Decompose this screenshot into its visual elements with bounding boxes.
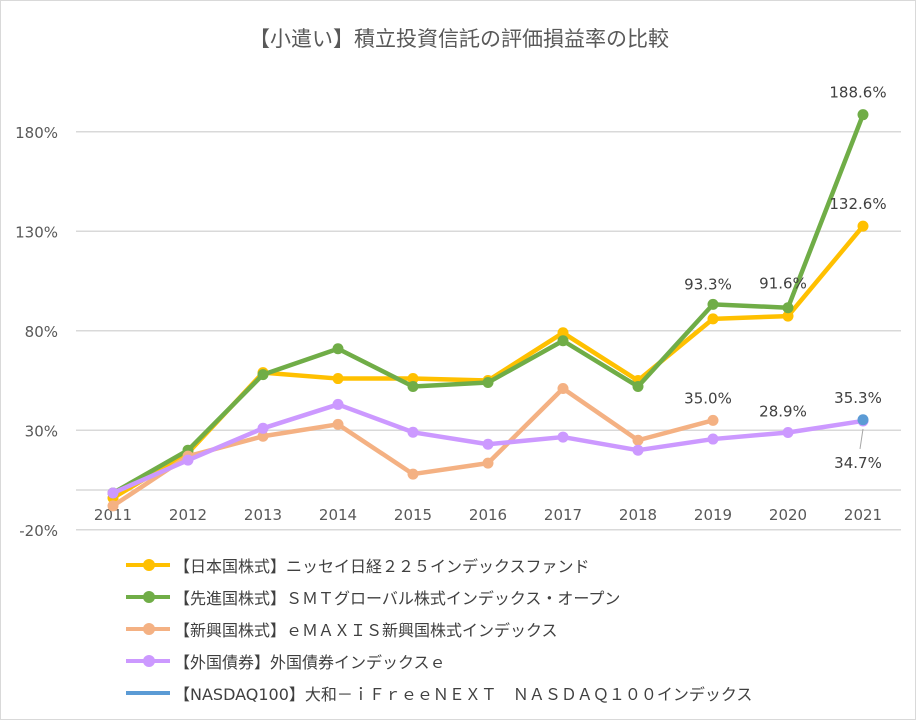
data-point: [782, 426, 794, 438]
x-tick-label: 2014: [319, 506, 357, 524]
chart-title: 【小遣い】積立投資信託の評価損益率の比較: [249, 27, 669, 51]
legend-label: 【先進国株式】ＳＭＴグローバル株式インデックス・オープン: [174, 589, 621, 608]
y-tick-label: 80%: [25, 323, 58, 341]
data-point: [332, 373, 344, 385]
data-point: [557, 431, 569, 443]
series-line: [111, 224, 865, 500]
legend-item: 【外国債券】外国債券インデックスｅ: [126, 645, 752, 677]
x-tick-label: 2011: [94, 506, 132, 524]
data-label: 28.9%: [759, 402, 807, 420]
data-point: [782, 310, 794, 322]
data-point: [707, 433, 719, 445]
x-tick-label: 2016: [469, 506, 507, 524]
data-label: 34.7%: [834, 454, 882, 472]
x-tick-label: 2020: [769, 506, 807, 524]
y-tick-label: 130%: [15, 223, 58, 241]
x-tick-label: 2017: [544, 506, 582, 524]
data-point: [407, 373, 419, 385]
data-point: [107, 500, 119, 512]
data-point: [557, 327, 569, 339]
data-point: [407, 468, 419, 480]
data-point: [632, 444, 644, 456]
data-point: [557, 383, 569, 395]
data-point: [857, 109, 869, 121]
legend-marker: [126, 623, 170, 635]
legend-label: 【新興国株式】ｅＭＡＸＩＳ新興国株式インデックス: [174, 621, 558, 640]
data-point: [107, 487, 119, 499]
y-tick-label: 180%: [15, 124, 58, 142]
data-point: [332, 343, 344, 355]
leader-line: [859, 428, 864, 450]
data-label: 93.3%: [684, 275, 732, 293]
y-tick-label: 30%: [25, 422, 58, 440]
x-tick-label: 2019: [694, 506, 732, 524]
data-point: [707, 414, 719, 426]
x-tick-label: 2013: [244, 506, 282, 524]
x-tick-label: 2015: [394, 506, 432, 524]
data-point: [707, 313, 719, 325]
legend-marker: [126, 655, 170, 667]
x-tick-label: 2018: [619, 506, 657, 524]
data-point: [257, 430, 269, 442]
data-point: [332, 398, 344, 410]
data-point: [407, 426, 419, 438]
legend-label: 【外国債券】外国債券インデックスｅ: [174, 653, 446, 672]
data-point: [482, 457, 494, 469]
legend-label: 【日本国株式】ニッセイ日経２２５インデックスファンド: [174, 557, 590, 576]
legend-label: 【NASDAQ100】大和－ｉＦｒｅｅＮＥＸＴ ＮＡＳＤＡＱ１００インデックス: [174, 685, 753, 704]
data-point: [407, 381, 419, 393]
legend-item: 【NASDAQ100】大和－ｉＦｒｅｅＮＥＸＴ ＮＡＳＤＡＱ１００インデックス: [126, 677, 752, 709]
data-point: [782, 302, 794, 314]
legend: 【日本国株式】ニッセイ日経２２５インデックスファンド 【先進国株式】ＳＭＴグロー…: [126, 549, 752, 709]
legend-item: 【日本国株式】ニッセイ日経２２５インデックスファンド: [126, 549, 752, 581]
data-point: [482, 377, 494, 389]
data-point: [257, 369, 269, 381]
data-label: 188.6%: [829, 84, 886, 102]
legend-item: 【先進国株式】ＳＭＴグローバル株式インデックス・オープン: [126, 581, 752, 613]
x-tick-label: 2021: [844, 506, 882, 524]
legend-item: 【新興国株式】ｅＭＡＸＩＳ新興国株式インデックス: [126, 613, 752, 645]
data-point: [632, 434, 644, 446]
data-label: 132.6%: [829, 195, 886, 213]
legend-marker: [126, 591, 170, 603]
data-label: 35.0%: [684, 389, 732, 407]
data-point: [632, 381, 644, 393]
data-label: 91.6%: [759, 275, 807, 293]
legend-marker: [126, 691, 170, 695]
data-point: [482, 438, 494, 450]
y-tick-label: -20%: [19, 522, 58, 540]
data-point: [257, 422, 269, 434]
data-point: [707, 298, 719, 310]
data-point: [182, 454, 194, 466]
data-point: [857, 414, 869, 426]
data-label: 35.3%: [834, 389, 882, 407]
data-point: [332, 418, 344, 430]
data-point: [557, 335, 569, 347]
data-point: [857, 220, 869, 232]
legend-marker: [126, 559, 170, 571]
x-tick-label: 2012: [169, 506, 207, 524]
